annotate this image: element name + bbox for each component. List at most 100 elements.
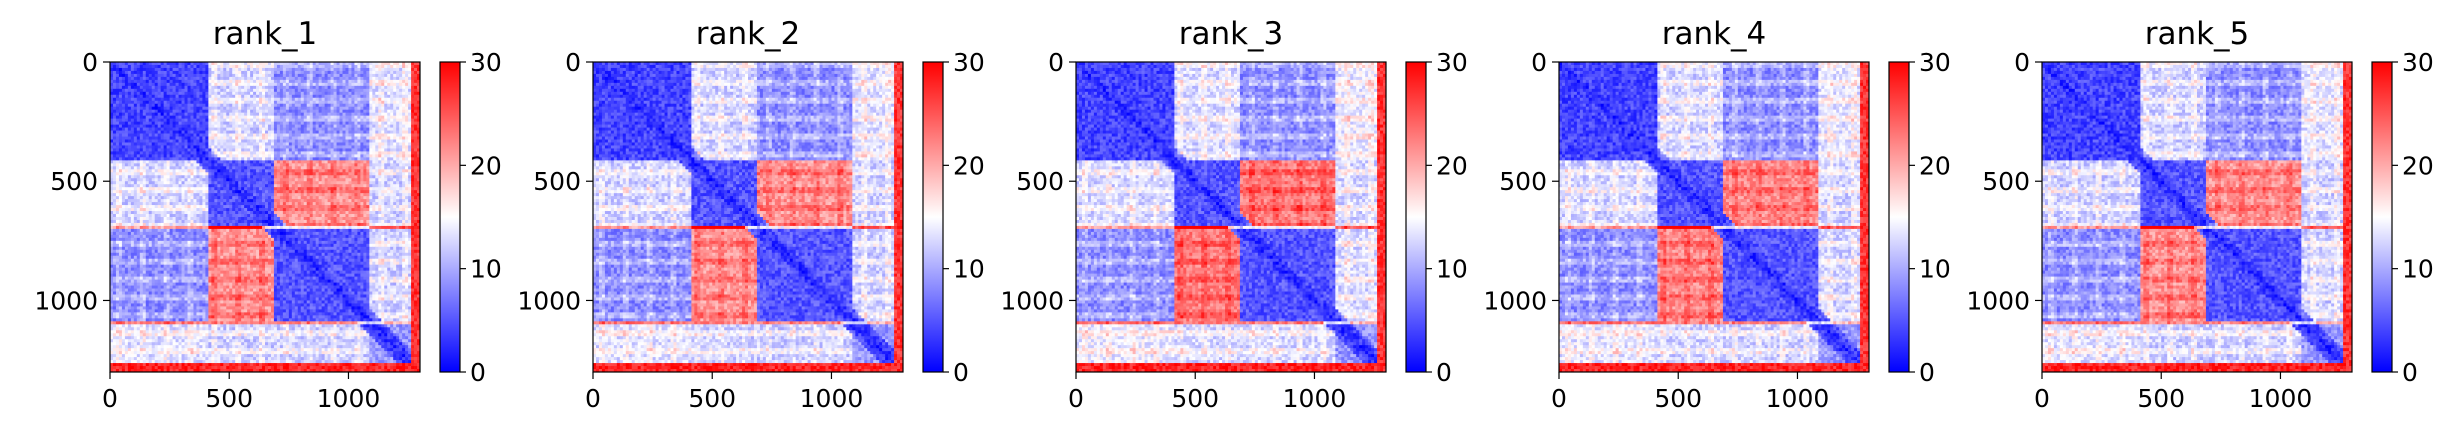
heatmap-cell	[334, 95, 337, 98]
heatmap-cell	[226, 131, 229, 134]
heatmap-cell	[119, 160, 122, 163]
heatmap-cell	[381, 137, 384, 140]
heatmap-cell	[384, 110, 387, 113]
heatmap-cell	[369, 98, 372, 101]
heatmap-cell	[164, 154, 167, 157]
heatmap-cell	[140, 157, 143, 160]
heatmap-cell	[196, 89, 199, 92]
heatmap-cell	[208, 74, 211, 77]
heatmap-cell	[334, 107, 337, 110]
heatmap-cell	[262, 116, 265, 119]
heatmap-cell	[363, 166, 366, 169]
heatmap-cell	[161, 107, 164, 110]
heatmap-cell	[167, 151, 170, 154]
heatmap-cell	[137, 86, 140, 89]
heatmap-cell	[149, 160, 152, 163]
heatmap-cell	[408, 86, 411, 89]
heatmap-cell	[298, 113, 301, 116]
heatmap-cell	[190, 128, 193, 131]
heatmap-cell	[247, 98, 250, 101]
heatmap-cell	[372, 83, 375, 86]
heatmap-cell	[113, 65, 116, 68]
heatmap-cell	[259, 166, 262, 169]
heatmap-cell	[393, 128, 396, 131]
heatmap-cell	[122, 163, 125, 166]
heatmap-cell	[223, 80, 226, 83]
heatmap-cell	[268, 125, 271, 128]
heatmap-cell	[170, 140, 173, 143]
heatmap-cell	[280, 89, 283, 92]
heatmap-cell	[250, 74, 253, 77]
heatmap-cell	[411, 160, 414, 163]
heatmap-cell	[405, 166, 408, 169]
heatmap-cell	[316, 89, 319, 92]
heatmap-cell	[399, 98, 402, 101]
heatmap-cell	[289, 142, 292, 145]
heatmap-cell	[131, 77, 134, 80]
heatmap-cell	[328, 148, 331, 151]
heatmap-cell	[345, 148, 348, 151]
heatmap-cell	[137, 113, 140, 116]
heatmap-cell	[351, 157, 354, 160]
heatmap-cell	[220, 65, 223, 68]
heatmap-cell	[372, 104, 375, 107]
heatmap-cell	[268, 148, 271, 151]
heatmap-cell	[211, 68, 214, 71]
heatmap-cell	[179, 113, 182, 116]
heatmap-cell	[360, 137, 363, 140]
heatmap-cell	[176, 95, 179, 98]
heatmap-cell	[378, 101, 381, 104]
heatmap-cell	[378, 83, 381, 86]
heatmap-cell	[307, 122, 310, 125]
heatmap-cell	[250, 154, 253, 157]
heatmap-cell	[149, 77, 152, 80]
heatmap-cell	[152, 65, 155, 68]
heatmap-cell	[387, 145, 390, 148]
heatmap-cell	[414, 119, 417, 122]
heatmap-cell	[244, 113, 247, 116]
heatmap-cell	[295, 107, 298, 110]
heatmap-cell	[319, 163, 322, 166]
heatmap-cell	[256, 142, 259, 145]
heatmap-cell	[226, 71, 229, 74]
heatmap-cell	[188, 92, 191, 95]
heatmap-cell	[238, 89, 241, 92]
heatmap-cell	[280, 80, 283, 83]
heatmap-cell	[319, 77, 322, 80]
heatmap-cell	[381, 128, 384, 131]
heatmap-cell	[289, 122, 292, 125]
heatmap-cell	[378, 107, 381, 110]
heatmap-cell	[250, 148, 253, 151]
heatmap-cell	[211, 142, 214, 145]
heatmap-cell	[122, 119, 125, 122]
heatmap-cell	[310, 140, 313, 143]
heatmap-cell	[214, 128, 217, 131]
heatmap-cell	[271, 163, 274, 166]
heatmap-cell	[229, 125, 232, 128]
heatmap-cell	[259, 110, 262, 113]
heatmap-cell	[152, 77, 155, 80]
heatmap-cell	[122, 86, 125, 89]
heatmap-cell	[313, 140, 316, 143]
heatmap-cell	[113, 145, 116, 148]
heatmap-cell	[131, 125, 134, 128]
heatmap-cell	[244, 154, 247, 157]
heatmap-cell	[190, 86, 193, 89]
heatmap-cell	[268, 134, 271, 137]
heatmap-cell	[319, 148, 322, 151]
heatmap-cell	[304, 154, 307, 157]
heatmap-cell	[179, 154, 182, 157]
heatmap-cell	[319, 65, 322, 68]
heatmap-cell	[182, 131, 185, 134]
heatmap-cell	[152, 68, 155, 71]
heatmap-cell	[128, 65, 131, 68]
heatmap-cell	[152, 145, 155, 148]
heatmap-cell	[408, 101, 411, 104]
heatmap-cell	[283, 107, 286, 110]
heatmap-cell	[152, 98, 155, 101]
heatmap-cell	[167, 92, 170, 95]
heatmap-cell	[316, 160, 319, 163]
heatmap-cell	[158, 116, 161, 119]
heatmap-cell	[390, 101, 393, 104]
heatmap-cell	[164, 137, 167, 140]
